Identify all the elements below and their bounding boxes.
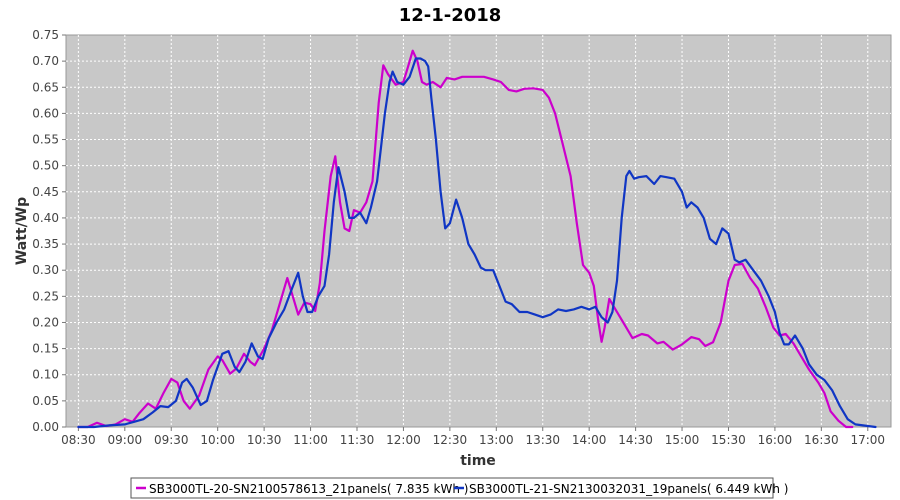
y-tick-label: 0.45 [32,185,59,199]
y-tick-label: 0.00 [32,420,59,434]
x-tick-label: 13:30 [525,433,560,447]
y-tick-label: 0.70 [32,54,59,68]
grid-lines [66,35,891,427]
y-axis: 0.00 0.05 0.10 0.15 0.20 0.25 0.30 0.35 0.40 0.45… [32,28,66,434]
y-tick-label: 0.50 [32,159,59,173]
y-tick-label: 0.60 [32,106,59,120]
chart-title: 12-1-2018 [399,5,502,26]
y-tick-label: 0.35 [32,237,59,251]
series-line-1 [77,49,854,429]
x-tick-label: 13:00 [479,433,514,447]
x-tick-label: 12:00 [386,433,421,447]
x-tick-label: 16:30 [804,433,839,447]
x-tick-label: 14:00 [572,433,607,447]
x-tick-label: 15:30 [711,433,746,447]
x-tick-label: 16:00 [758,433,793,447]
x-tick-label: 09:00 [108,433,143,447]
y-tick-label: 0.25 [32,289,59,303]
plot-area [65,34,892,428]
y-axis-title: Watt/Wp [14,197,30,265]
y-tick-label: 0.65 [32,80,59,94]
legend-label-series-1: SB3000TL-20-SN2100578613_21panels( 7.835… [149,482,468,496]
x-axis: 08:30 09:00 09:30 10:00 10:30 11:00 11:30 12:00… [61,427,885,447]
x-tick-label: 17:00 [850,433,885,447]
y-tick-label: 0.05 [32,394,59,408]
x-tick-label: 09:30 [154,433,189,447]
y-tick-label: 0.10 [32,368,59,382]
y-tick-label: 0.75 [32,28,59,42]
y-tick-label: 0.55 [32,133,59,147]
legend: SB3000TL-20-SN2100578613_21panels( 7.835… [130,477,788,499]
y-tick-label: 0.40 [32,211,59,225]
x-tick-label: 11:30 [340,433,375,447]
x-axis-title: time [460,453,496,469]
series-lines [77,49,877,429]
x-tick-label: 12:30 [433,433,468,447]
x-tick-label: 15:00 [665,433,700,447]
y-tick-label: 0.15 [32,342,59,356]
x-tick-label: 08:30 [61,433,96,447]
legend-box [130,477,774,499]
y-tick-label: 0.30 [32,263,59,277]
y-tick-label: 0.20 [32,315,59,329]
x-tick-label: 10:00 [200,433,235,447]
x-tick-label: 10:30 [247,433,282,447]
x-tick-label: 14:30 [618,433,653,447]
series-line-2 [77,57,877,429]
x-tick-label: 11:00 [293,433,328,447]
legend-label-series-2: SB3000TL-21-SN2130032031_19panels( 6.449… [469,482,788,496]
